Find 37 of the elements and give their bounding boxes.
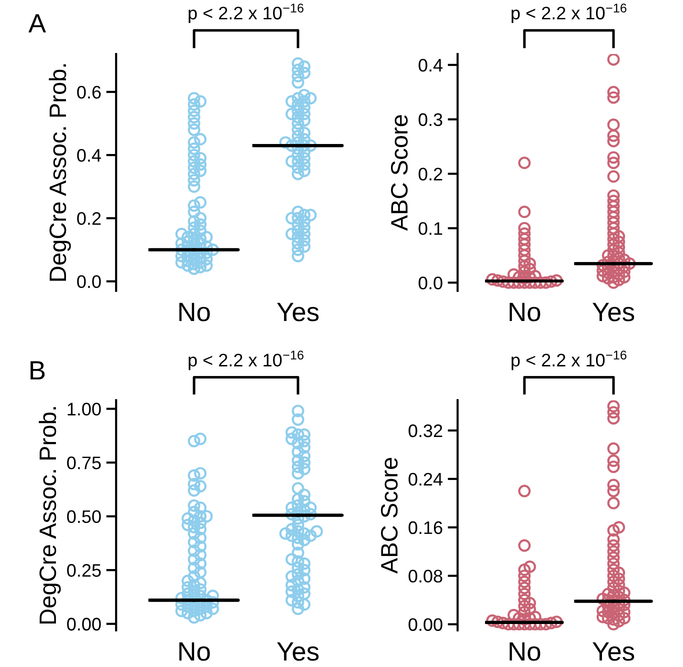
x-tick-label: No bbox=[510, 302, 540, 322]
chart-title: A bbox=[28, 14, 46, 32]
x-tick-label: Yes bbox=[277, 642, 319, 661]
y-tick-label: 0.6 bbox=[77, 86, 101, 99]
x-tick-label: Yes bbox=[592, 642, 634, 661]
chart-title: B bbox=[30, 361, 45, 380]
y-axis-title: ABC Score bbox=[380, 458, 398, 574]
y-tick-label: 0.0 bbox=[77, 275, 101, 288]
text: p < 2.2 x 10$^{−16}$ bbox=[512, 4, 626, 24]
y-axis-title: ABC Score bbox=[390, 115, 408, 231]
y-tick-label: 0.4 bbox=[77, 148, 101, 162]
y-tick-label: 0.2 bbox=[418, 168, 442, 180]
y-tick-label: 1.00 bbox=[68, 402, 101, 416]
y-tick-label: 0.1 bbox=[418, 222, 442, 235]
y-tick-label: 0.0 bbox=[418, 276, 442, 290]
text: p < 2.2 x 10$^{−16}$ bbox=[512, 350, 626, 370]
text: p < 2.2 x 10$^{−16}$ bbox=[188, 4, 304, 24]
x-tick-label: No bbox=[179, 642, 210, 661]
x-tick-label: No bbox=[510, 642, 540, 661]
y-tick-label: 0.16 bbox=[408, 521, 442, 534]
y-tick-label: 0.2 bbox=[77, 212, 101, 225]
y-tick-label: 0.4 bbox=[418, 58, 442, 72]
y-tick-label: 0.3 bbox=[418, 113, 442, 126]
y-tick-label: 0.00 bbox=[67, 618, 101, 631]
y-axis-title: DegCre Assoc. Prob. bbox=[38, 407, 61, 624]
x-tick-label: Yes bbox=[277, 302, 319, 322]
x-tick-label: Yes bbox=[592, 302, 634, 322]
y-tick-label: 0.75 bbox=[67, 456, 101, 470]
y-tick-label: 0.00 bbox=[408, 618, 442, 631]
y-tick-label: 0.24 bbox=[408, 472, 442, 486]
y-tick-label: 0.08 bbox=[408, 570, 442, 583]
x-tick-label: No bbox=[179, 302, 210, 322]
text: p < 2.2 x 10$^{−16}$ bbox=[188, 350, 304, 370]
y-axis-title: DegCre Assoc. Prob. bbox=[48, 64, 71, 281]
y-tick-label: 0.25 bbox=[67, 564, 101, 577]
y-tick-label: 0.32 bbox=[408, 424, 442, 438]
y-tick-label: 0.50 bbox=[67, 510, 101, 524]
